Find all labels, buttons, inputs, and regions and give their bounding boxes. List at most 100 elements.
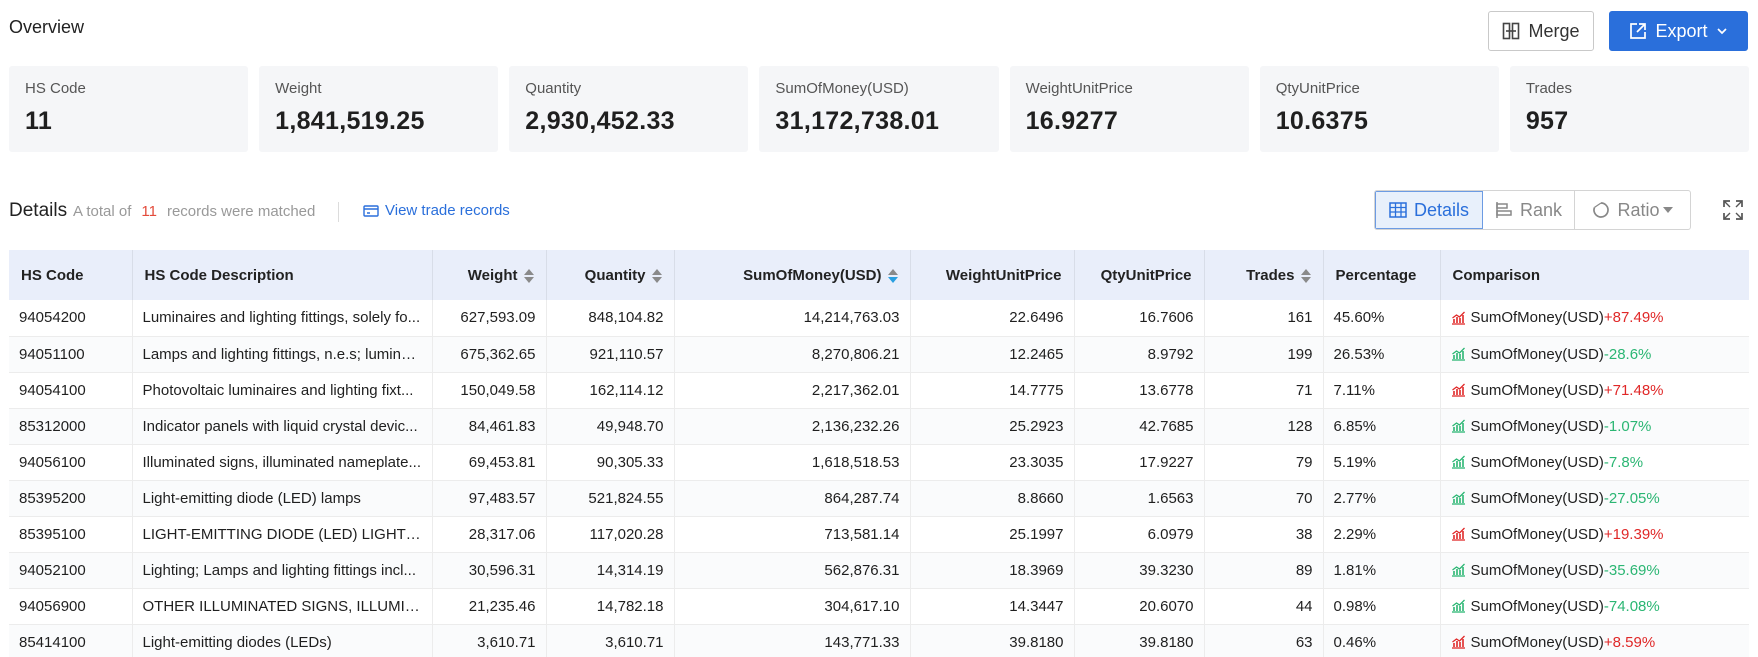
table-row[interactable]: 94056900 OTHER ILLUMINATED SIGNS, ILLUMIN…: [9, 588, 1749, 625]
col-comparison: Comparison: [1440, 250, 1749, 300]
cell-description: Light-emitting diodes (LEDs): [132, 624, 433, 657]
cell-hs-code: 85414100: [9, 624, 133, 657]
cell-quantity: 49,948.70: [546, 408, 675, 445]
comparison-metric: SumOfMoney(USD): [1470, 597, 1604, 615]
cell-trades: 38: [1204, 516, 1324, 553]
tab-details[interactable]: Details: [1375, 191, 1483, 229]
stat-hs-code: HS Code 11: [9, 66, 249, 152]
trend-down-icon: [1451, 563, 1465, 577]
fullscreen-icon[interactable]: [1722, 199, 1744, 221]
caret-down-icon: [1662, 207, 1673, 213]
cell-percentage: 1.81%: [1323, 552, 1441, 589]
cell-sum-of-money: 2,136,232.26: [674, 408, 911, 445]
cell-weight: 30,596.31: [432, 552, 547, 589]
comparison-change: -28.6%: [1603, 345, 1652, 363]
cell-description: Lighting; Lamps and lighting fittings in…: [132, 552, 433, 589]
cell-percentage: 26.53%: [1323, 336, 1441, 373]
table-row[interactable]: 85395100 LIGHT-EMITTING DIODE (LED) LIGHT…: [9, 516, 1749, 553]
card-icon: [363, 204, 379, 217]
records-summary: A total of 11 records were matched: [73, 203, 316, 220]
cell-comparison: SumOfMoney(USD) -1.07%: [1440, 408, 1749, 445]
trend-down-icon: [1451, 599, 1465, 613]
table-row[interactable]: 94051100 Lamps and lighting fittings, n.e…: [9, 336, 1749, 373]
table-row[interactable]: 94054200 Luminaires and lighting fittings…: [9, 300, 1749, 337]
col-trades[interactable]: Trades: [1204, 250, 1324, 300]
cell-qty-unit-price: 16.7606: [1074, 300, 1205, 337]
cell-sum-of-money: 713,581.14: [674, 516, 911, 553]
cell-comparison: SumOfMoney(USD) +87.49%: [1440, 300, 1749, 337]
merge-label: Merge: [1528, 20, 1580, 41]
comparison-change: +71.48%: [1603, 381, 1664, 399]
cell-description: Luminaires and lighting fittings, solely…: [132, 300, 433, 337]
cell-sum-of-money: 143,771.33: [674, 624, 911, 657]
details-title: Details: [9, 200, 68, 221]
cell-comparison: SumOfMoney(USD) +71.48%: [1440, 372, 1749, 409]
cell-quantity: 117,020.28: [546, 516, 675, 553]
cell-weight: 675,362.65: [432, 336, 547, 373]
comparison-change: -7.8%: [1603, 453, 1644, 471]
cell-sum-of-money: 14,214,763.03: [674, 300, 911, 337]
cell-weight: 627,593.09: [432, 300, 547, 337]
cell-description: LIGHT-EMITTING DIODE (LED) LIGHT SO...: [132, 516, 433, 553]
col-sum-of-money[interactable]: SumOfMoney(USD): [674, 250, 911, 300]
cell-qty-unit-price: 8.9792: [1074, 336, 1205, 373]
export-icon: [1630, 23, 1647, 39]
cell-trades: 44: [1204, 588, 1324, 625]
col-quantity[interactable]: Quantity: [546, 250, 675, 300]
merge-button[interactable]: Merge: [1488, 11, 1594, 51]
col-percentage: Percentage: [1323, 250, 1441, 300]
table-row[interactable]: 85414100 Light-emitting diodes (LEDs) 3,61…: [9, 624, 1749, 657]
table-row[interactable]: 85395200 Light-emitting diode (LED) lamps…: [9, 480, 1749, 517]
cell-hs-code: 94056900: [9, 588, 133, 625]
tab-rank[interactable]: Rank: [1483, 191, 1575, 229]
cell-quantity: 921,110.57: [546, 336, 675, 373]
table-row[interactable]: 85312000 Indicator panels with liquid cry…: [9, 408, 1749, 445]
comparison-change: -35.69%: [1603, 561, 1660, 579]
chevron-down-icon: [1716, 28, 1727, 35]
trend-down-icon: [1451, 455, 1465, 469]
trend-down-icon: [1451, 491, 1465, 505]
cell-percentage: 0.98%: [1323, 588, 1441, 625]
comparison-change: -74.08%: [1603, 597, 1660, 615]
col-qty-unit-price: QtyUnitPrice: [1074, 250, 1205, 300]
rank-icon: [1496, 202, 1512, 218]
view-trade-records-link[interactable]: View trade records: [363, 202, 510, 219]
comparison-metric: SumOfMoney(USD): [1470, 453, 1604, 471]
cell-weight-unit-price: 8.8660: [910, 480, 1075, 517]
cell-sum-of-money: 1,618,518.53: [674, 444, 911, 481]
table-icon: [1389, 202, 1407, 218]
sort-icon: [651, 268, 662, 283]
cell-comparison: SumOfMoney(USD) -27.05%: [1440, 480, 1749, 517]
cell-comparison: SumOfMoney(USD) -7.8%: [1440, 444, 1749, 481]
cell-qty-unit-price: 6.0979: [1074, 516, 1205, 553]
cell-quantity: 90,305.33: [546, 444, 675, 481]
comparison-metric: SumOfMoney(USD): [1470, 525, 1604, 543]
tab-ratio[interactable]: Ratio: [1575, 191, 1690, 229]
cell-hs-code: 85395200: [9, 480, 133, 517]
stat-weight: Weight 1,841,519.25: [259, 66, 499, 152]
cell-quantity: 848,104.82: [546, 300, 675, 337]
table-row[interactable]: 94052100 Lighting; Lamps and lighting fit…: [9, 552, 1749, 589]
export-button[interactable]: Export: [1609, 11, 1748, 51]
cell-weight-unit-price: 18.3969: [910, 552, 1075, 589]
trend-up-icon: [1451, 527, 1465, 541]
table-row[interactable]: 94054100 Photovoltaic luminaires and ligh…: [9, 372, 1749, 409]
cell-trades: 71: [1204, 372, 1324, 409]
comparison-change: +19.39%: [1603, 525, 1664, 543]
export-label: Export: [1655, 20, 1708, 41]
cell-weight: 97,483.57: [432, 480, 547, 517]
cell-sum-of-money: 562,876.31: [674, 552, 911, 589]
cell-percentage: 2.29%: [1323, 516, 1441, 553]
view-mode-switch: Details Rank Ratio: [1374, 190, 1691, 230]
col-weight[interactable]: Weight: [432, 250, 547, 300]
cell-percentage: 6.85%: [1323, 408, 1441, 445]
cell-trades: 70: [1204, 480, 1324, 517]
cell-sum-of-money: 304,617.10: [674, 588, 911, 625]
table-row[interactable]: 94056100 Illuminated signs, illuminated n…: [9, 444, 1749, 481]
cell-trades: 63: [1204, 624, 1324, 657]
comparison-metric: SumOfMoney(USD): [1470, 345, 1604, 363]
cell-description: OTHER ILLUMINATED SIGNS, ILLUMINA...: [132, 588, 433, 625]
cell-qty-unit-price: 13.6778: [1074, 372, 1205, 409]
divider: [338, 202, 339, 222]
cell-hs-code: 94056100: [9, 444, 133, 481]
